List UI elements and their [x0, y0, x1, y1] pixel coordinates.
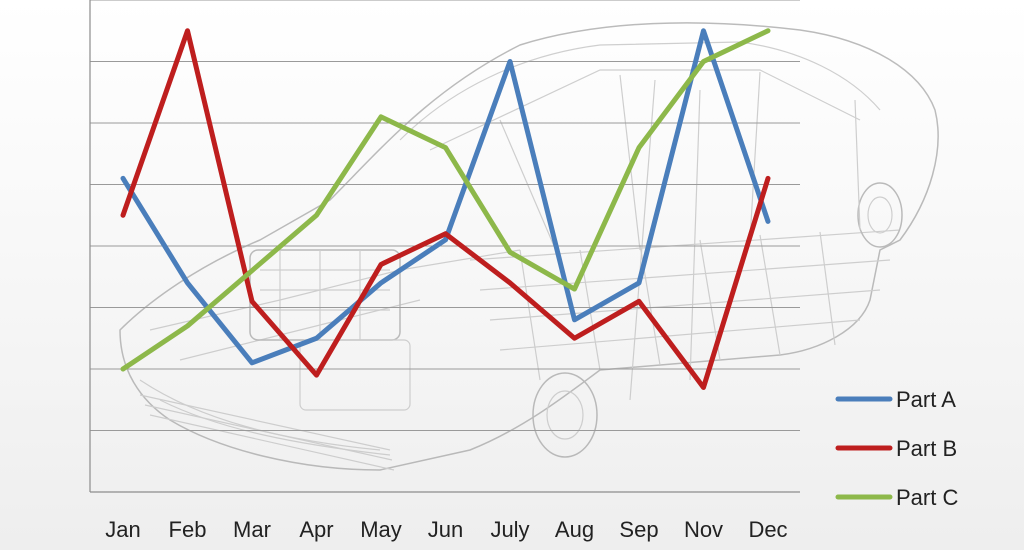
series-line-part-c	[120, 28, 771, 372]
x-tick-label: Feb	[169, 517, 207, 542]
chart-axes	[89, 0, 800, 493]
series-line-part-b	[120, 28, 771, 390]
x-tick-label: May	[360, 517, 402, 542]
x-tick-label: Dec	[748, 517, 787, 542]
x-tick-label: Jan	[105, 517, 140, 542]
legend-label: Part C	[896, 485, 958, 510]
x-tick-label: Jun	[428, 517, 463, 542]
legend-label: Part B	[896, 436, 957, 461]
x-tick-label: July	[490, 517, 529, 542]
x-axis-tick-labels: Jan Feb Mar Apr May Jun July Aug Sep Nov Dec	[105, 517, 787, 542]
legend-label: Part A	[896, 387, 956, 412]
chart-gridlines	[90, 0, 800, 431]
x-tick-label: Sep	[619, 517, 658, 542]
chart-series	[120, 28, 771, 390]
chart-legend: Part A Part B Part C	[835, 387, 958, 510]
x-tick-label: Apr	[299, 517, 333, 542]
series-line-part-a	[120, 28, 771, 366]
x-tick-label: Aug	[555, 517, 594, 542]
x-tick-label: Mar	[233, 517, 271, 542]
x-tick-label: Nov	[684, 517, 723, 542]
